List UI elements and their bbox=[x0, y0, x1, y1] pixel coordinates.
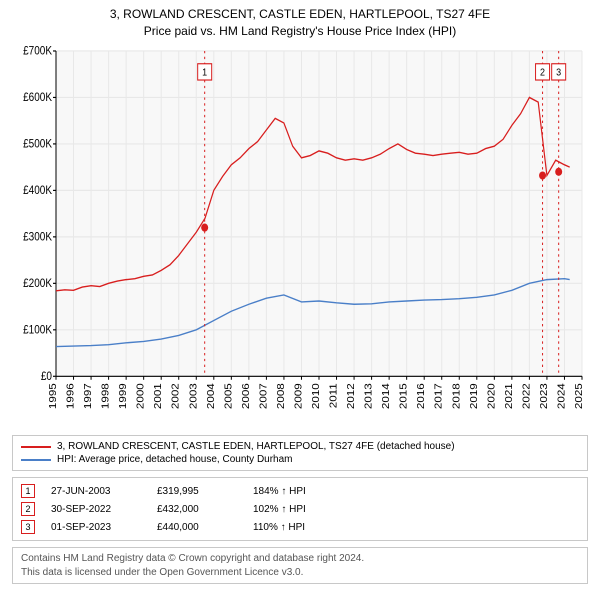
sale-marker-badge: 1 bbox=[21, 484, 35, 498]
svg-text:1999: 1999 bbox=[118, 383, 129, 409]
sale-date: 01-SEP-2023 bbox=[51, 522, 141, 533]
svg-text:2015: 2015 bbox=[398, 383, 409, 409]
svg-text:£600K: £600K bbox=[23, 91, 53, 104]
sale-pct: 102% ↑ HPI bbox=[253, 504, 306, 515]
sale-marker-badge: 2 bbox=[21, 502, 35, 516]
svg-text:1995: 1995 bbox=[48, 383, 59, 409]
sale-date: 30-SEP-2022 bbox=[51, 504, 141, 515]
svg-text:2004: 2004 bbox=[205, 383, 216, 409]
sale-pct: 184% ↑ HPI bbox=[253, 486, 306, 497]
svg-text:£400K: £400K bbox=[23, 184, 53, 197]
chart-area: £0 £100K £200K £300K £400K £500K £600K £700K 199… bbox=[12, 44, 588, 427]
page-root: 3, ROWLAND CRESCENT, CASTLE EDEN, HARTLE… bbox=[0, 0, 600, 590]
chart-svg: £0 £100K £200K £300K £400K £500K £600K £700K 199… bbox=[12, 44, 588, 427]
legend-label: HPI: Average price, detached house, Coun… bbox=[57, 454, 293, 465]
svg-text:2024: 2024 bbox=[556, 383, 567, 409]
svg-text:2010: 2010 bbox=[311, 383, 322, 409]
svg-text:£500K: £500K bbox=[23, 137, 53, 150]
svg-text:£200K: £200K bbox=[23, 277, 53, 290]
svg-text:£300K: £300K bbox=[23, 230, 53, 243]
svg-text:2002: 2002 bbox=[170, 383, 181, 409]
svg-text:2012: 2012 bbox=[346, 383, 357, 409]
svg-text:2008: 2008 bbox=[276, 383, 287, 409]
svg-text:2020: 2020 bbox=[486, 383, 497, 409]
sale-marker-badge: 3 bbox=[21, 520, 35, 534]
sale-price: £440,000 bbox=[157, 522, 237, 533]
svg-text:2011: 2011 bbox=[328, 383, 339, 408]
svg-text:2025: 2025 bbox=[574, 383, 585, 409]
svg-text:2017: 2017 bbox=[433, 383, 444, 409]
sale-row: 2 30-SEP-2022 £432,000 102% ↑ HPI bbox=[21, 500, 579, 518]
sale-price: £319,995 bbox=[157, 486, 237, 497]
svg-text:2000: 2000 bbox=[135, 383, 146, 409]
sale-row: 1 27-JUN-2003 £319,995 184% ↑ HPI bbox=[21, 482, 579, 500]
chart-title: 3, ROWLAND CRESCENT, CASTLE EDEN, HARTLE… bbox=[12, 6, 588, 40]
svg-text:2018: 2018 bbox=[451, 383, 462, 409]
svg-text:£0: £0 bbox=[41, 370, 52, 383]
sale-price: £432,000 bbox=[157, 504, 237, 515]
title-line2: Price paid vs. HM Land Registry's House … bbox=[12, 23, 588, 40]
attribution-line1: Contains HM Land Registry data © Crown c… bbox=[21, 552, 579, 566]
svg-text:£700K: £700K bbox=[23, 44, 53, 57]
legend-label: 3, ROWLAND CRESCENT, CASTLE EDEN, HARTLE… bbox=[57, 441, 455, 452]
svg-text:2021: 2021 bbox=[504, 383, 515, 409]
svg-text:2016: 2016 bbox=[416, 383, 427, 409]
svg-text:2007: 2007 bbox=[258, 383, 269, 409]
sale-row: 3 01-SEP-2023 £440,000 110% ↑ HPI bbox=[21, 518, 579, 536]
svg-text:2001: 2001 bbox=[153, 383, 164, 409]
svg-text:1996: 1996 bbox=[65, 383, 76, 409]
sale-pct: 110% ↑ HPI bbox=[253, 522, 305, 533]
svg-text:2022: 2022 bbox=[521, 383, 532, 409]
legend-row: 3, ROWLAND CRESCENT, CASTLE EDEN, HARTLE… bbox=[21, 440, 579, 453]
svg-text:£100K: £100K bbox=[23, 323, 53, 336]
legend-swatch bbox=[21, 446, 51, 448]
sales-table: 1 27-JUN-2003 £319,995 184% ↑ HPI 2 30-SEP-20… bbox=[12, 477, 588, 541]
svg-text:2013: 2013 bbox=[363, 383, 374, 409]
svg-text:1: 1 bbox=[202, 66, 207, 78]
svg-text:2003: 2003 bbox=[188, 383, 199, 409]
svg-text:3: 3 bbox=[556, 66, 561, 78]
svg-text:2: 2 bbox=[540, 66, 545, 78]
attribution-box: Contains HM Land Registry data © Crown c… bbox=[12, 547, 588, 584]
svg-text:2014: 2014 bbox=[381, 383, 392, 409]
svg-text:2009: 2009 bbox=[293, 383, 304, 409]
title-line1: 3, ROWLAND CRESCENT, CASTLE EDEN, HARTLE… bbox=[12, 6, 588, 23]
attribution-line2: This data is licensed under the Open Gov… bbox=[21, 566, 579, 580]
legend-swatch bbox=[21, 459, 51, 461]
svg-text:2005: 2005 bbox=[223, 383, 234, 409]
svg-text:1998: 1998 bbox=[100, 383, 111, 409]
legend-row: HPI: Average price, detached house, Coun… bbox=[21, 453, 579, 466]
svg-text:2023: 2023 bbox=[539, 383, 550, 409]
svg-text:2006: 2006 bbox=[241, 383, 252, 409]
svg-text:1997: 1997 bbox=[83, 383, 94, 409]
sale-date: 27-JUN-2003 bbox=[51, 486, 141, 497]
legend-box: 3, ROWLAND CRESCENT, CASTLE EDEN, HARTLE… bbox=[12, 435, 588, 471]
svg-text:2019: 2019 bbox=[468, 383, 479, 409]
